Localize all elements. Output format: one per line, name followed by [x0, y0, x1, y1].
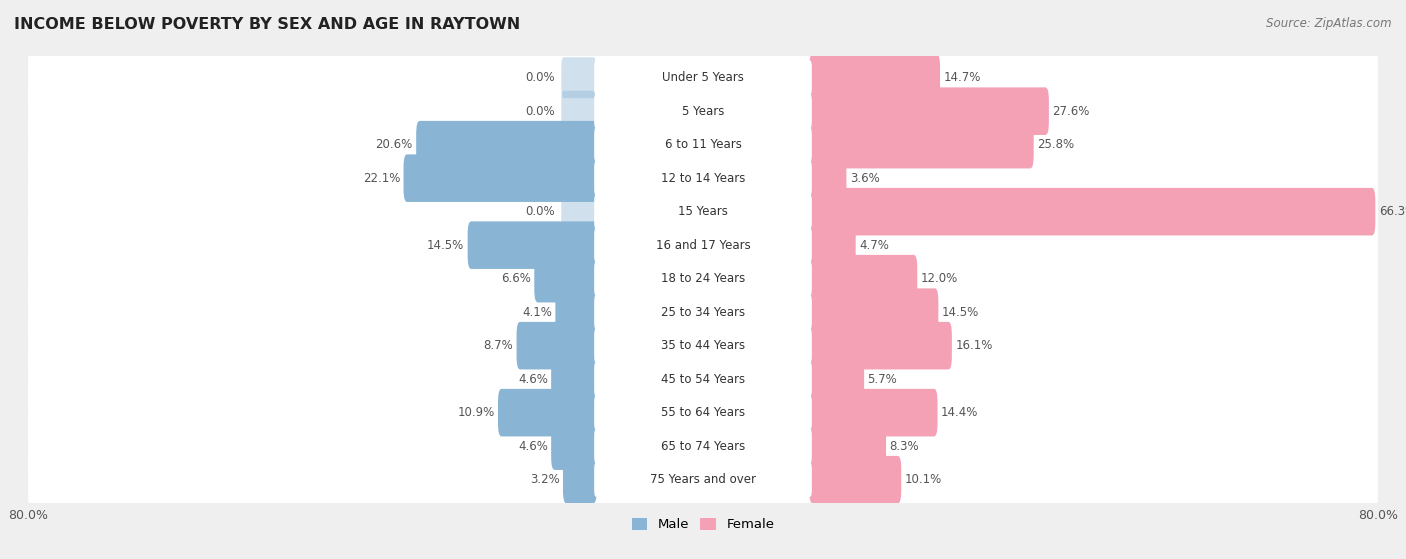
- Text: 27.6%: 27.6%: [1052, 105, 1090, 118]
- Text: 14.7%: 14.7%: [943, 71, 981, 84]
- FancyBboxPatch shape: [595, 396, 811, 430]
- Text: 5 Years: 5 Years: [682, 105, 724, 118]
- Text: 18 to 24 Years: 18 to 24 Years: [661, 272, 745, 285]
- Text: 22.1%: 22.1%: [363, 172, 401, 184]
- Legend: Male, Female: Male, Female: [626, 513, 780, 537]
- Text: 4.1%: 4.1%: [522, 306, 553, 319]
- FancyBboxPatch shape: [810, 221, 856, 269]
- FancyBboxPatch shape: [28, 146, 1378, 210]
- FancyBboxPatch shape: [810, 188, 1375, 235]
- Text: 15 Years: 15 Years: [678, 205, 728, 218]
- Text: 10.9%: 10.9%: [457, 406, 495, 419]
- Text: 12.0%: 12.0%: [921, 272, 957, 285]
- FancyBboxPatch shape: [28, 46, 1378, 110]
- Text: 10.1%: 10.1%: [904, 473, 942, 486]
- FancyBboxPatch shape: [595, 295, 811, 329]
- FancyBboxPatch shape: [516, 322, 596, 369]
- FancyBboxPatch shape: [498, 389, 596, 437]
- FancyBboxPatch shape: [468, 221, 596, 269]
- Text: 4.6%: 4.6%: [517, 439, 548, 453]
- Text: 14.5%: 14.5%: [427, 239, 464, 252]
- FancyBboxPatch shape: [28, 113, 1378, 177]
- FancyBboxPatch shape: [595, 127, 811, 162]
- Text: 65 to 74 Years: 65 to 74 Years: [661, 439, 745, 453]
- FancyBboxPatch shape: [810, 154, 846, 202]
- Text: 16 and 17 Years: 16 and 17 Years: [655, 239, 751, 252]
- Text: 35 to 44 Years: 35 to 44 Years: [661, 339, 745, 352]
- Text: 55 to 64 Years: 55 to 64 Years: [661, 406, 745, 419]
- Text: 6 to 11 Years: 6 to 11 Years: [665, 138, 741, 151]
- FancyBboxPatch shape: [595, 94, 811, 128]
- FancyBboxPatch shape: [555, 288, 596, 336]
- Text: 8.7%: 8.7%: [484, 339, 513, 352]
- Text: INCOME BELOW POVERTY BY SEX AND AGE IN RAYTOWN: INCOME BELOW POVERTY BY SEX AND AGE IN R…: [14, 17, 520, 32]
- Text: 8.3%: 8.3%: [890, 439, 920, 453]
- Text: 25 to 34 Years: 25 to 34 Years: [661, 306, 745, 319]
- FancyBboxPatch shape: [595, 429, 811, 463]
- FancyBboxPatch shape: [561, 191, 596, 232]
- FancyBboxPatch shape: [595, 228, 811, 262]
- FancyBboxPatch shape: [551, 356, 596, 403]
- FancyBboxPatch shape: [28, 280, 1378, 344]
- Text: 0.0%: 0.0%: [526, 71, 555, 84]
- FancyBboxPatch shape: [28, 79, 1378, 143]
- FancyBboxPatch shape: [28, 314, 1378, 377]
- FancyBboxPatch shape: [28, 247, 1378, 310]
- FancyBboxPatch shape: [561, 57, 596, 98]
- FancyBboxPatch shape: [595, 362, 811, 396]
- FancyBboxPatch shape: [810, 288, 938, 336]
- FancyBboxPatch shape: [28, 347, 1378, 411]
- Text: 14.5%: 14.5%: [942, 306, 979, 319]
- Text: 45 to 54 Years: 45 to 54 Years: [661, 373, 745, 386]
- Text: 6.6%: 6.6%: [501, 272, 531, 285]
- Text: Source: ZipAtlas.com: Source: ZipAtlas.com: [1267, 17, 1392, 30]
- Text: 66.3%: 66.3%: [1379, 205, 1406, 218]
- FancyBboxPatch shape: [595, 262, 811, 296]
- FancyBboxPatch shape: [810, 255, 917, 302]
- FancyBboxPatch shape: [561, 91, 596, 131]
- FancyBboxPatch shape: [810, 121, 1033, 168]
- Text: 14.4%: 14.4%: [941, 406, 979, 419]
- FancyBboxPatch shape: [595, 329, 811, 363]
- Text: Under 5 Years: Under 5 Years: [662, 71, 744, 84]
- Text: 4.6%: 4.6%: [517, 373, 548, 386]
- Text: 16.1%: 16.1%: [955, 339, 993, 352]
- FancyBboxPatch shape: [595, 161, 811, 195]
- FancyBboxPatch shape: [28, 180, 1378, 244]
- FancyBboxPatch shape: [810, 322, 952, 369]
- Text: 3.2%: 3.2%: [530, 473, 560, 486]
- Text: 20.6%: 20.6%: [375, 138, 413, 151]
- FancyBboxPatch shape: [595, 195, 811, 229]
- FancyBboxPatch shape: [534, 255, 596, 302]
- FancyBboxPatch shape: [562, 456, 596, 504]
- FancyBboxPatch shape: [810, 87, 1049, 135]
- Text: 4.7%: 4.7%: [859, 239, 889, 252]
- FancyBboxPatch shape: [551, 423, 596, 470]
- FancyBboxPatch shape: [28, 381, 1378, 444]
- FancyBboxPatch shape: [810, 423, 886, 470]
- Text: 12 to 14 Years: 12 to 14 Years: [661, 172, 745, 184]
- FancyBboxPatch shape: [810, 389, 938, 437]
- FancyBboxPatch shape: [595, 462, 811, 497]
- Text: 0.0%: 0.0%: [526, 105, 555, 118]
- Text: 3.6%: 3.6%: [849, 172, 880, 184]
- FancyBboxPatch shape: [595, 60, 811, 95]
- FancyBboxPatch shape: [28, 214, 1378, 277]
- FancyBboxPatch shape: [810, 356, 865, 403]
- FancyBboxPatch shape: [810, 456, 901, 504]
- FancyBboxPatch shape: [28, 414, 1378, 478]
- Text: 5.7%: 5.7%: [868, 373, 897, 386]
- FancyBboxPatch shape: [416, 121, 596, 168]
- FancyBboxPatch shape: [28, 448, 1378, 511]
- Text: 25.8%: 25.8%: [1038, 138, 1074, 151]
- Text: 0.0%: 0.0%: [526, 205, 555, 218]
- FancyBboxPatch shape: [404, 154, 596, 202]
- Text: 75 Years and over: 75 Years and over: [650, 473, 756, 486]
- FancyBboxPatch shape: [810, 54, 941, 101]
